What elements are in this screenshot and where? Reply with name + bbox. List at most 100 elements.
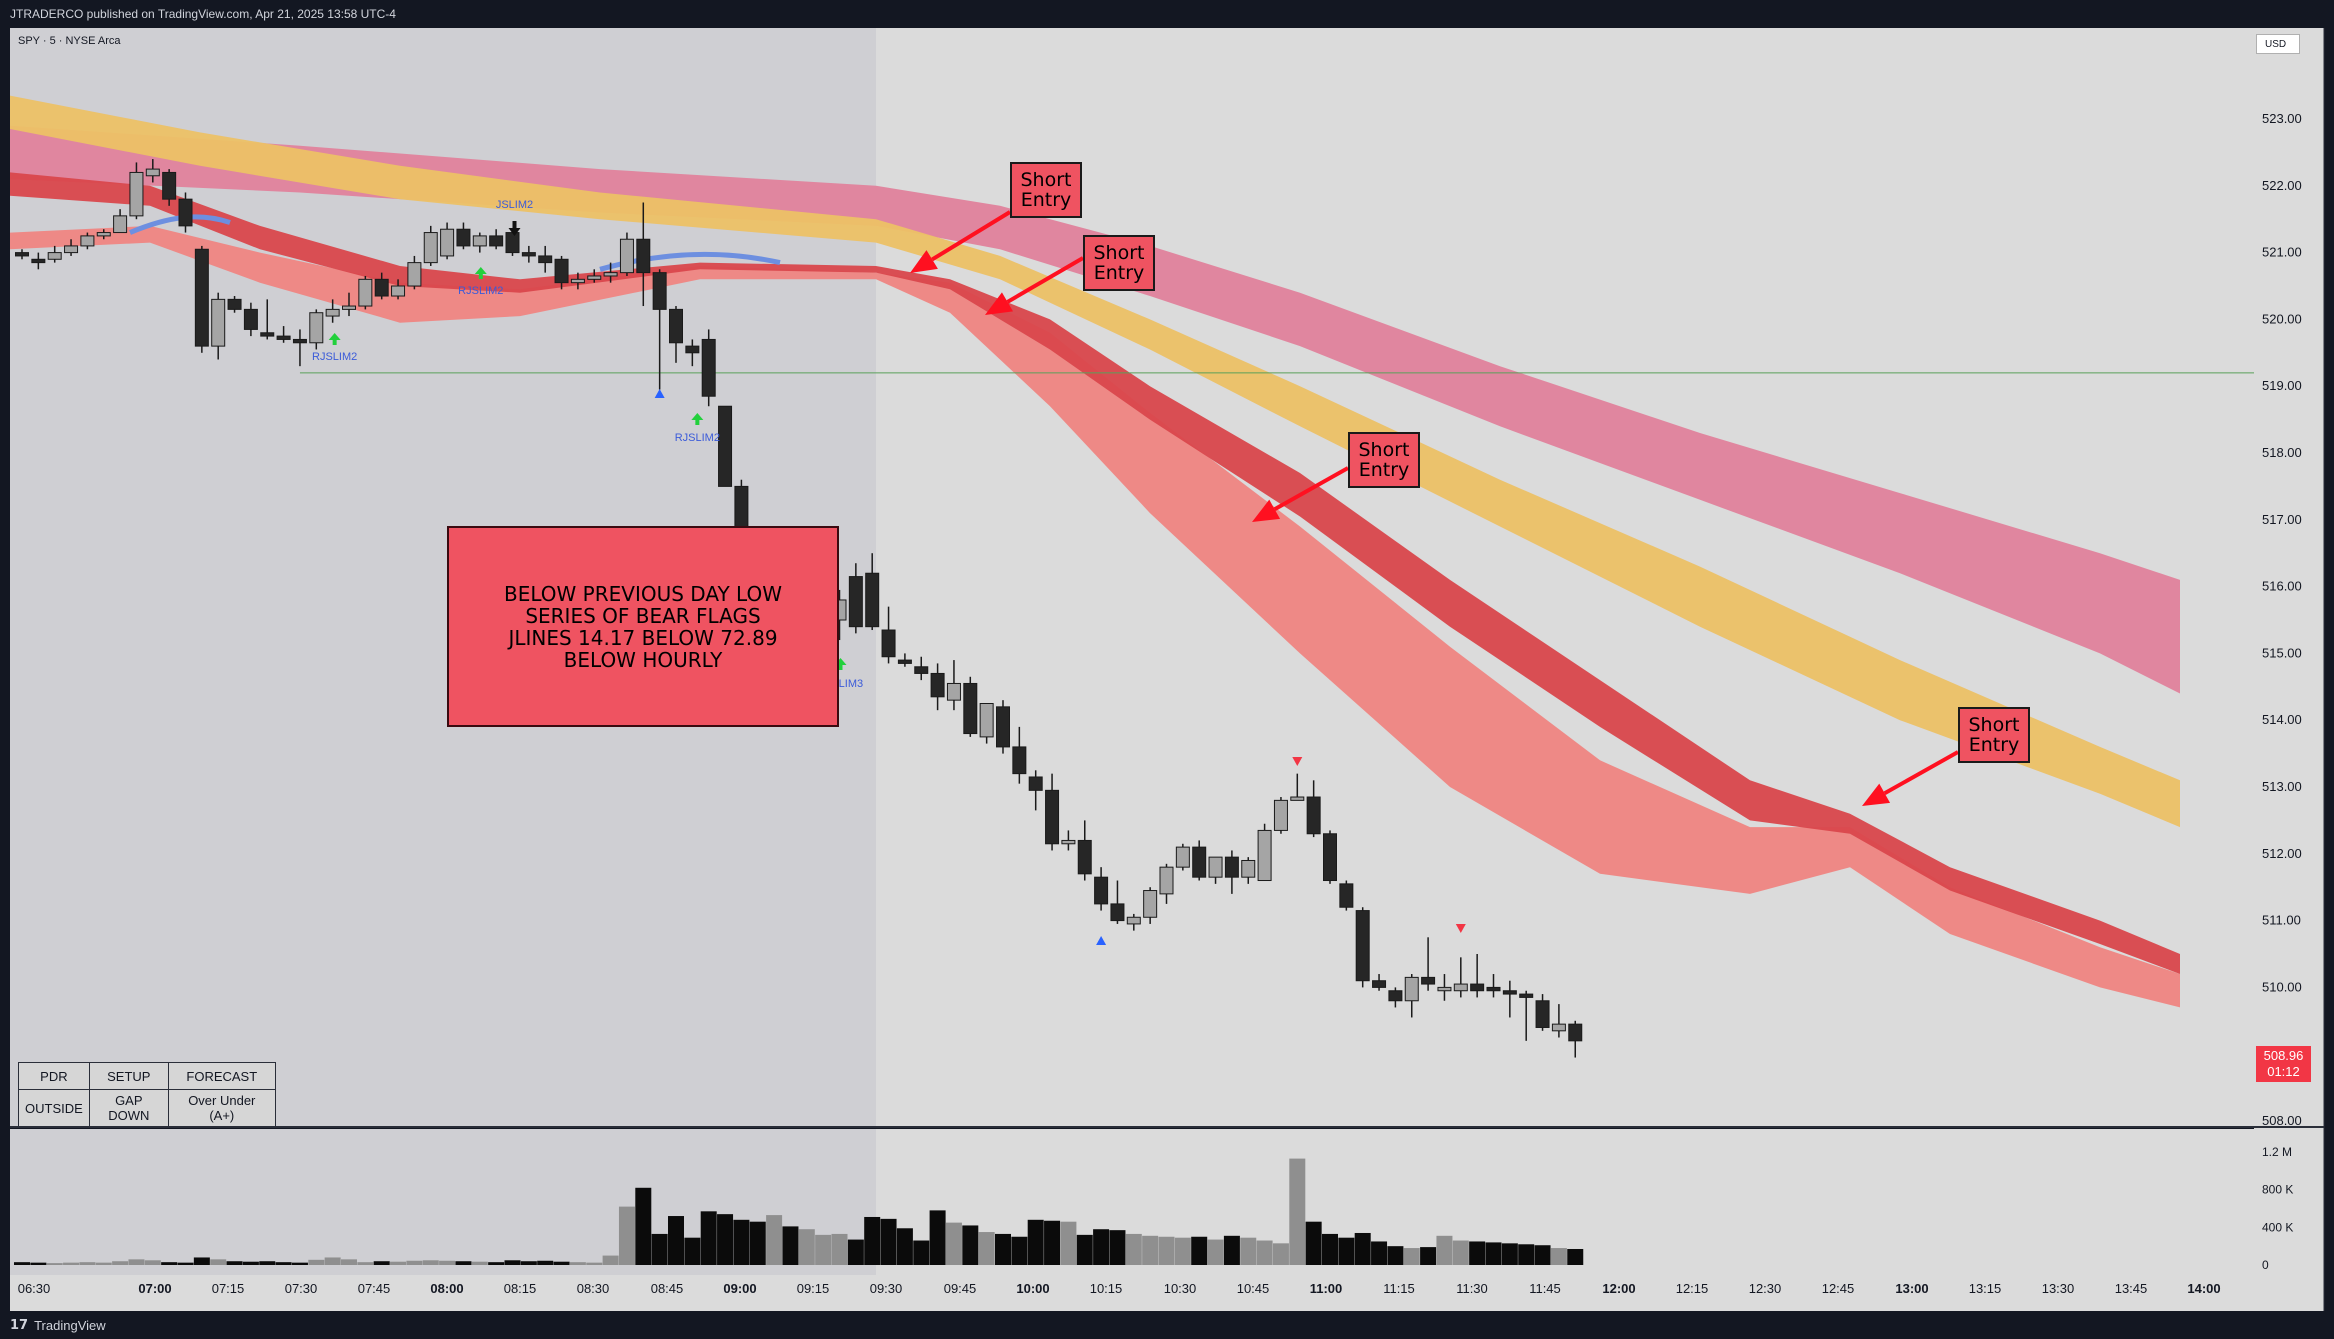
volume-bar — [210, 1259, 227, 1265]
volume-bar — [1011, 1236, 1028, 1265]
candle-body — [1208, 856, 1223, 878]
candle-body — [865, 572, 880, 628]
candle-body — [570, 278, 585, 284]
candle-body — [701, 338, 716, 397]
volume-bar — [1240, 1237, 1257, 1265]
signal-label: JSLIM2 — [496, 199, 533, 211]
candle-body — [1224, 856, 1239, 878]
volume-bar — [341, 1259, 357, 1265]
volume-bar — [1125, 1233, 1142, 1265]
volume-bar — [995, 1233, 1011, 1265]
volume-bar — [651, 1233, 668, 1265]
candle-body — [718, 405, 733, 487]
volume-bar — [537, 1260, 554, 1265]
volume-bar — [684, 1237, 701, 1265]
last-price-tag: 508.96 01:12 — [2256, 1046, 2311, 1082]
candle-body — [505, 232, 520, 254]
top-bar: JTRADERCO published on TradingView.com, … — [0, 0, 2334, 28]
candle-body — [897, 659, 912, 664]
candle-body — [1502, 990, 1517, 995]
candle-body — [129, 171, 144, 217]
time-tick-label: 10:30 — [1164, 1281, 1197, 1296]
currency-button[interactable]: USD — [2256, 34, 2300, 54]
candle-body — [1388, 990, 1403, 1002]
volume-bar — [95, 1262, 112, 1265]
table-header-setup: SETUP — [88, 1062, 169, 1090]
time-tick-label: 11:15 — [1383, 1281, 1415, 1296]
volume-bar — [14, 1262, 30, 1265]
time-tick-label: 06:30 — [18, 1281, 51, 1296]
volume-bar — [1076, 1234, 1093, 1265]
short-entry-arrow — [1006, 256, 1085, 304]
candle-body — [587, 275, 602, 280]
volume-bar — [79, 1262, 96, 1265]
candle-body — [47, 252, 62, 260]
short-entry-arrows — [910, 210, 1959, 806]
volume-bar — [1158, 1236, 1175, 1265]
price-tick-label: 518.00 — [2262, 445, 2302, 460]
short-entry-text: Short — [1093, 242, 1145, 264]
black-down-arrow-icon — [508, 221, 521, 236]
price-axis-background — [2254, 28, 2324, 1311]
volume-bar — [1093, 1229, 1110, 1265]
volume-bar — [1109, 1230, 1126, 1265]
arrow-head-icon — [1862, 783, 1891, 806]
volume-bar — [161, 1262, 178, 1265]
tradingview-logo[interactable]: 17 TradingView — [10, 1318, 106, 1333]
price-tick-label: 516.00 — [2262, 579, 2302, 594]
short-entry-arrow — [1273, 466, 1349, 511]
volume-bar — [913, 1240, 930, 1265]
volume-bar — [471, 1261, 488, 1265]
volume-bar — [291, 1262, 308, 1265]
candle-body — [554, 258, 569, 284]
short-entry-text: Entry — [1020, 189, 1072, 211]
candle-body — [472, 235, 487, 247]
candle-body — [276, 335, 291, 340]
volume-bar — [373, 1261, 390, 1265]
candle-body — [80, 235, 95, 247]
price-tick-label: 520.00 — [2262, 311, 2302, 326]
volume-bar — [1338, 1237, 1355, 1265]
volume-bar — [1371, 1241, 1388, 1265]
time-tick-label: 10:45 — [1237, 1281, 1270, 1296]
volume-bar — [1469, 1241, 1486, 1265]
time-tick-label: 09:00 — [723, 1281, 756, 1296]
volume-bar — [569, 1262, 586, 1265]
candle-body — [1470, 983, 1485, 992]
volume-bar — [422, 1260, 439, 1265]
time-tick-label: 08:45 — [651, 1281, 684, 1296]
published-text: JTRADERCO published on TradingView.com, … — [10, 7, 396, 21]
volume-bar — [1174, 1237, 1191, 1265]
volume-bar — [831, 1233, 848, 1265]
candle-body — [309, 312, 324, 344]
volume-bar — [978, 1232, 995, 1265]
candle-body — [1143, 890, 1158, 918]
time-axis: 06:30 07:00 07:15 07:30 07:45 08:00 08:15 08:30… — [18, 1281, 2221, 1296]
volume-bar — [1207, 1239, 1224, 1265]
volume-axis: 1.2 M 800 K 400 K 0 — [2262, 1145, 2293, 1272]
signal-label: RJSLIM2 — [458, 285, 503, 297]
volume-tick-label: 400 K — [2262, 1220, 2293, 1234]
candle-body — [325, 308, 340, 317]
candle-body — [1551, 1023, 1566, 1032]
symbol-label: SPY · 5 · NYSE Arca — [18, 35, 121, 47]
volume-bar — [1534, 1245, 1551, 1265]
candle-body — [489, 235, 504, 247]
candle-body — [521, 252, 536, 257]
analysis-note-box: BELOW PREVIOUS DAY LOW SERIES OF BEAR FL… — [447, 526, 839, 727]
candle-body — [31, 258, 46, 264]
signal-label: RJSLIM2 — [312, 351, 357, 363]
candle-body — [652, 272, 667, 310]
volume-bar — [193, 1257, 210, 1265]
time-tick-label: 10:15 — [1090, 1281, 1123, 1296]
short-entry-text: Entry — [1358, 459, 1410, 481]
volume-bar — [1452, 1240, 1469, 1265]
volume-bar — [1322, 1233, 1338, 1265]
volume-bar — [553, 1261, 570, 1265]
last-price: 508.96 — [2263, 1048, 2304, 1063]
candle-body — [227, 298, 242, 310]
candle-body — [1159, 866, 1174, 895]
blue-triangle-up-icon — [654, 389, 665, 398]
table-value-forecast: Over Under (A+) — [167, 1089, 276, 1127]
